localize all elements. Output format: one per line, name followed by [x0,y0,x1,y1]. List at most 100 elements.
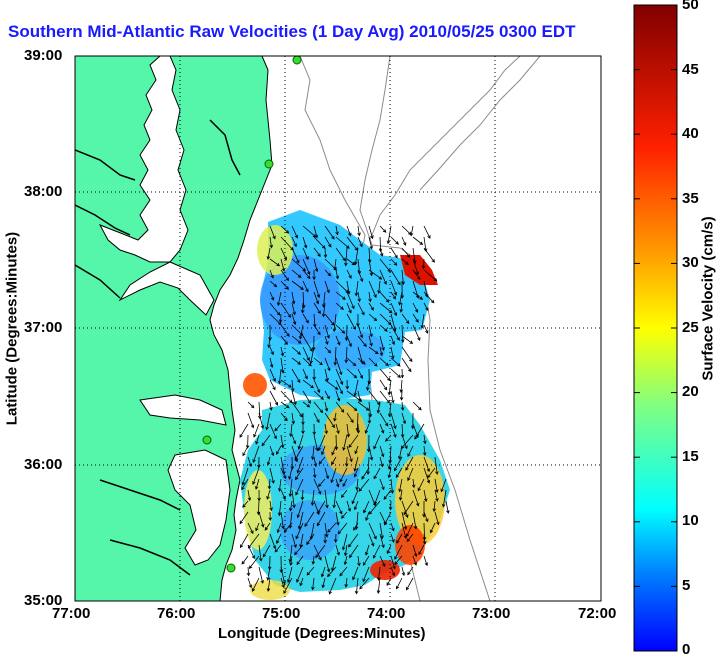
velocity-arrow [247,456,252,468]
velocity-arrow [401,313,410,324]
velocity-arrow [412,555,417,566]
velocity-arrow [412,544,418,558]
velocity-arrow [283,522,293,533]
velocity-arrow [390,368,401,378]
colorbar-tick-50: 50 [682,0,699,13]
velocity-arrow [330,467,337,484]
velocity-arrow [412,258,419,276]
velocity-arrow [291,335,302,344]
velocity-arrow [390,291,396,300]
velocity-arrow [379,357,389,367]
velocity-arrow [264,522,271,531]
velocity-arrow [346,225,352,237]
velocity-arrow [417,478,425,492]
velocity-arrow [246,566,251,577]
velocity-arrow [423,291,435,304]
velocity-arrow [335,324,346,334]
fast-region-3 [243,373,267,397]
velocity-arrow [280,302,291,318]
velocity-arrow [365,511,370,522]
velocity-arrow [324,390,330,400]
velocity-arrow [257,456,261,469]
pamlico-sound [167,449,231,566]
velocity-arrow [423,467,431,484]
velocity-arrow [302,346,310,362]
radar-site-1 [292,55,302,65]
velocity-arrow [276,291,282,307]
velocity-arrow [390,412,397,430]
velocity-arrow [357,225,361,237]
velocity-arrow [335,368,344,386]
velocity-arrow [296,566,304,583]
lat-tick-36: 36:00 [24,456,63,473]
velocity-arrow [261,434,271,447]
velocity-arrow [327,566,337,578]
velocity-arrow [412,269,421,280]
velocity-arrow [383,489,392,500]
velocity-arrow [386,577,392,586]
velocity-arrow [405,456,414,471]
velocity-arrow [390,522,395,532]
velocity-arrow [324,489,329,509]
velocity-arrow [379,258,391,273]
velocity-arrow [257,489,261,502]
velocity-arrow [291,346,301,355]
lon-tick-72: 72:00 [578,605,617,622]
velocity-arrow [344,324,349,342]
bay-mouth [118,261,215,316]
sound-river [99,479,181,511]
colorbar [633,4,678,652]
velocity-arrow [280,390,293,404]
velocity-arrow [269,291,275,301]
velocity-arrow [406,522,414,538]
velocity-arrow [423,489,428,503]
velocity-arrow [387,379,392,396]
velocity-arrow [291,225,298,239]
velocity-arrow [412,236,424,246]
velocity-arrow [280,489,286,500]
velocity-arrow [309,522,315,541]
velocity-arrow [434,489,439,502]
velocity-arrow [324,357,331,372]
velocity-arrow [239,533,249,549]
map-title: Southern Mid-Atlantic Raw Velocities (1 … [8,22,576,41]
velocity-arrow [258,566,264,584]
velocity-arrow [313,324,321,336]
velocity-arrow [280,577,285,589]
velocity-arrow [349,544,359,559]
velocity-arrow [291,269,302,278]
velocity-arrow [324,225,335,240]
velocity-arrow [348,434,359,448]
velocity-arrow [296,555,304,566]
velocity-arrow [337,522,348,535]
velocity-arrow [331,555,337,572]
velocity-arrow [406,577,414,591]
velocity-arrow [342,533,348,551]
lat-tick-39: 39:00 [24,47,63,64]
velocity-arrow [252,467,260,485]
velocity-arrow [316,511,326,527]
velocity-arrow [289,555,293,567]
velocity-arrow [266,577,271,592]
velocity-arrow [353,500,359,511]
velocity-arrow [434,511,440,526]
colorbar-tick-30: 30 [682,254,699,271]
velocity-arrow [313,390,324,400]
velocity-arrow [247,544,255,560]
velocity-arrow [359,577,370,590]
velocity-arrow [241,467,249,486]
velocity-arrow [296,456,304,474]
bathymetry-contour-3 [369,56,521,241]
velocity-arrow [398,478,403,493]
velocity-arrow [335,390,341,402]
velocity-arrow [247,489,252,502]
velocity-arrow [269,500,273,512]
velocity-arrow [296,500,304,519]
velocity-arrow [324,313,335,326]
velocity-arrow [269,390,278,406]
velocity-arrow [312,368,316,381]
velocity-arrow [398,489,403,501]
velocity-arrow [313,225,319,239]
velocity-arrow [291,357,302,365]
velocity-arrow [313,247,321,257]
